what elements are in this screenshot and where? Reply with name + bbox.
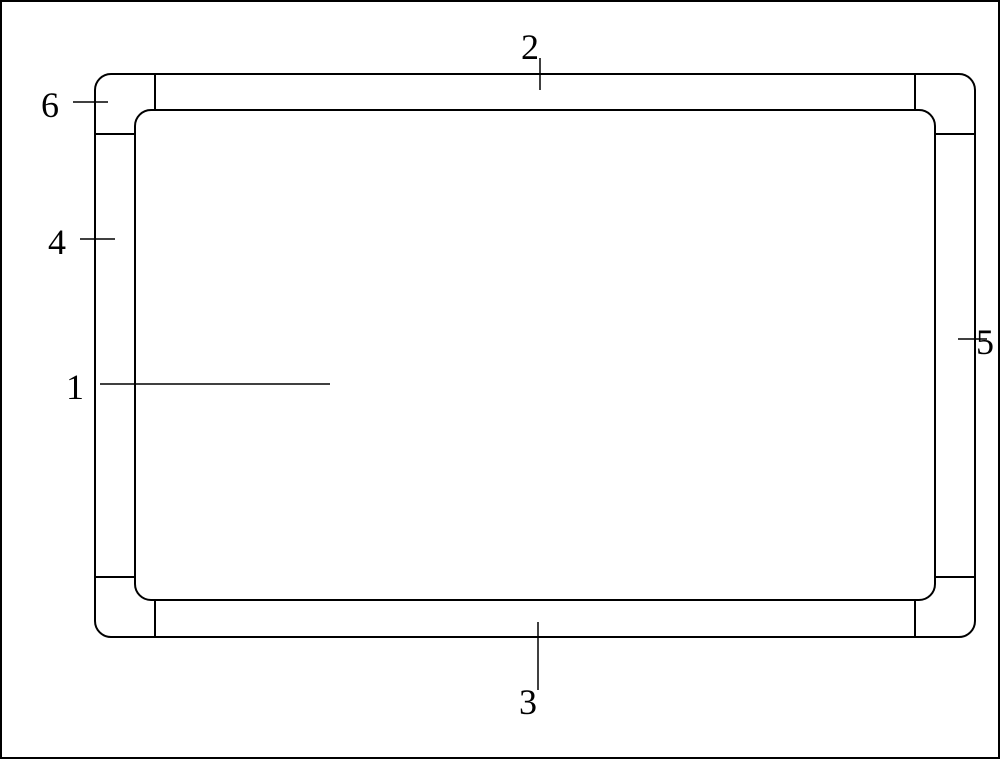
inner-panel bbox=[135, 110, 935, 600]
figure-stage: 1 2 3 4 5 6 bbox=[0, 0, 1000, 759]
label-1: 1 bbox=[66, 366, 84, 408]
outer-frame bbox=[95, 74, 975, 637]
label-2: 2 bbox=[521, 26, 539, 68]
label-5: 5 bbox=[976, 321, 994, 363]
label-3: 3 bbox=[519, 681, 537, 723]
page-border bbox=[1, 1, 999, 758]
label-6: 6 bbox=[41, 84, 59, 126]
label-4: 4 bbox=[48, 221, 66, 263]
diagram-svg bbox=[0, 0, 1000, 759]
